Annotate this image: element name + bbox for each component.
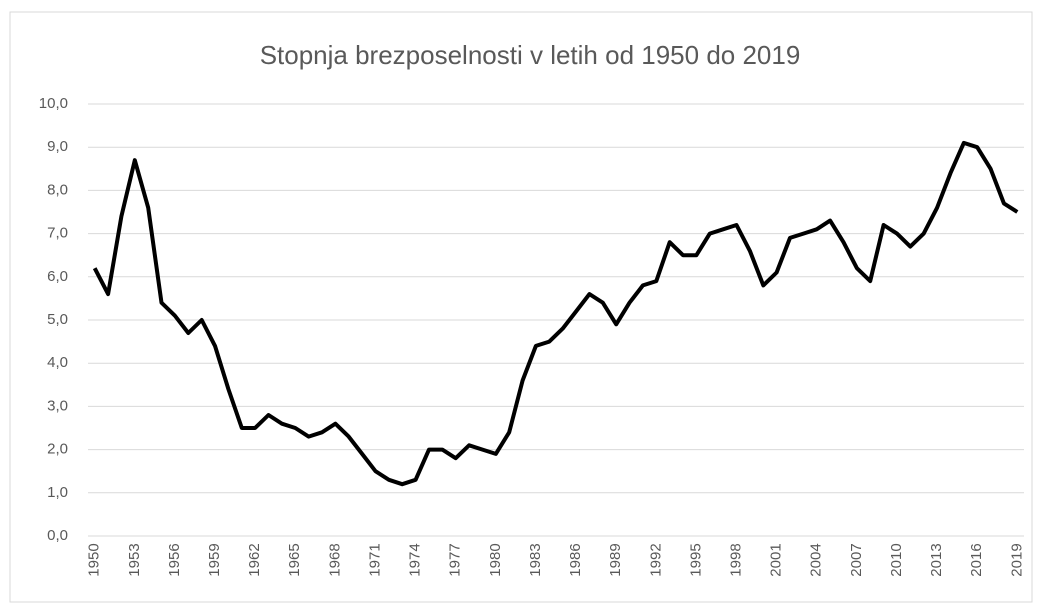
x-tick-label: 2004	[808, 543, 825, 576]
x-tick-label: 1956	[166, 543, 183, 576]
x-tick-label: 2001	[768, 543, 785, 576]
x-tick-label: 1959	[206, 543, 223, 576]
y-tick-label: 4,0	[47, 354, 68, 371]
y-tick-label: 6,0	[47, 268, 68, 285]
y-tick-label: 10,0	[39, 95, 68, 112]
y-tick-label: 3,0	[47, 397, 68, 414]
x-tick-label: 2019	[1008, 543, 1025, 576]
x-tick-label: 1983	[527, 543, 544, 576]
chart-title: Stopnja brezposelnosti v letih od 1950 d…	[260, 40, 801, 70]
y-tick-label: 1,0	[47, 484, 68, 501]
x-tick-label: 1971	[366, 543, 383, 576]
y-tick-label: 2,0	[47, 441, 68, 458]
chart-border	[9, 11, 1033, 603]
x-tick-label: 1977	[447, 543, 464, 576]
x-tick-label: 1998	[727, 543, 744, 576]
x-tick-label: 1953	[126, 543, 143, 576]
x-tick-label: 1962	[246, 543, 263, 576]
x-tick-label: 2016	[968, 543, 985, 576]
x-tick-label: 2007	[848, 543, 865, 576]
x-tick-label: 1980	[487, 543, 504, 576]
x-tick-label: 1950	[86, 543, 103, 576]
x-tick-label: 1968	[326, 543, 343, 576]
y-tick-label: 0,0	[47, 527, 68, 544]
y-tick-label: 7,0	[47, 225, 68, 242]
x-tick-label: 1986	[567, 543, 584, 576]
x-tick-label: 2010	[888, 543, 905, 576]
y-tick-label: 5,0	[47, 311, 68, 328]
x-tick-label: 2013	[928, 543, 945, 576]
y-tick-label: 9,0	[47, 138, 68, 155]
x-tick-label: 1974	[407, 543, 424, 576]
x-tick-label: 1989	[607, 543, 624, 576]
y-tick-label: 8,0	[47, 181, 68, 198]
x-tick-label: 1995	[687, 543, 704, 576]
data-line	[92, 140, 1019, 487]
x-tick-label: 1992	[647, 543, 664, 576]
x-tick-label: 1965	[286, 543, 303, 576]
